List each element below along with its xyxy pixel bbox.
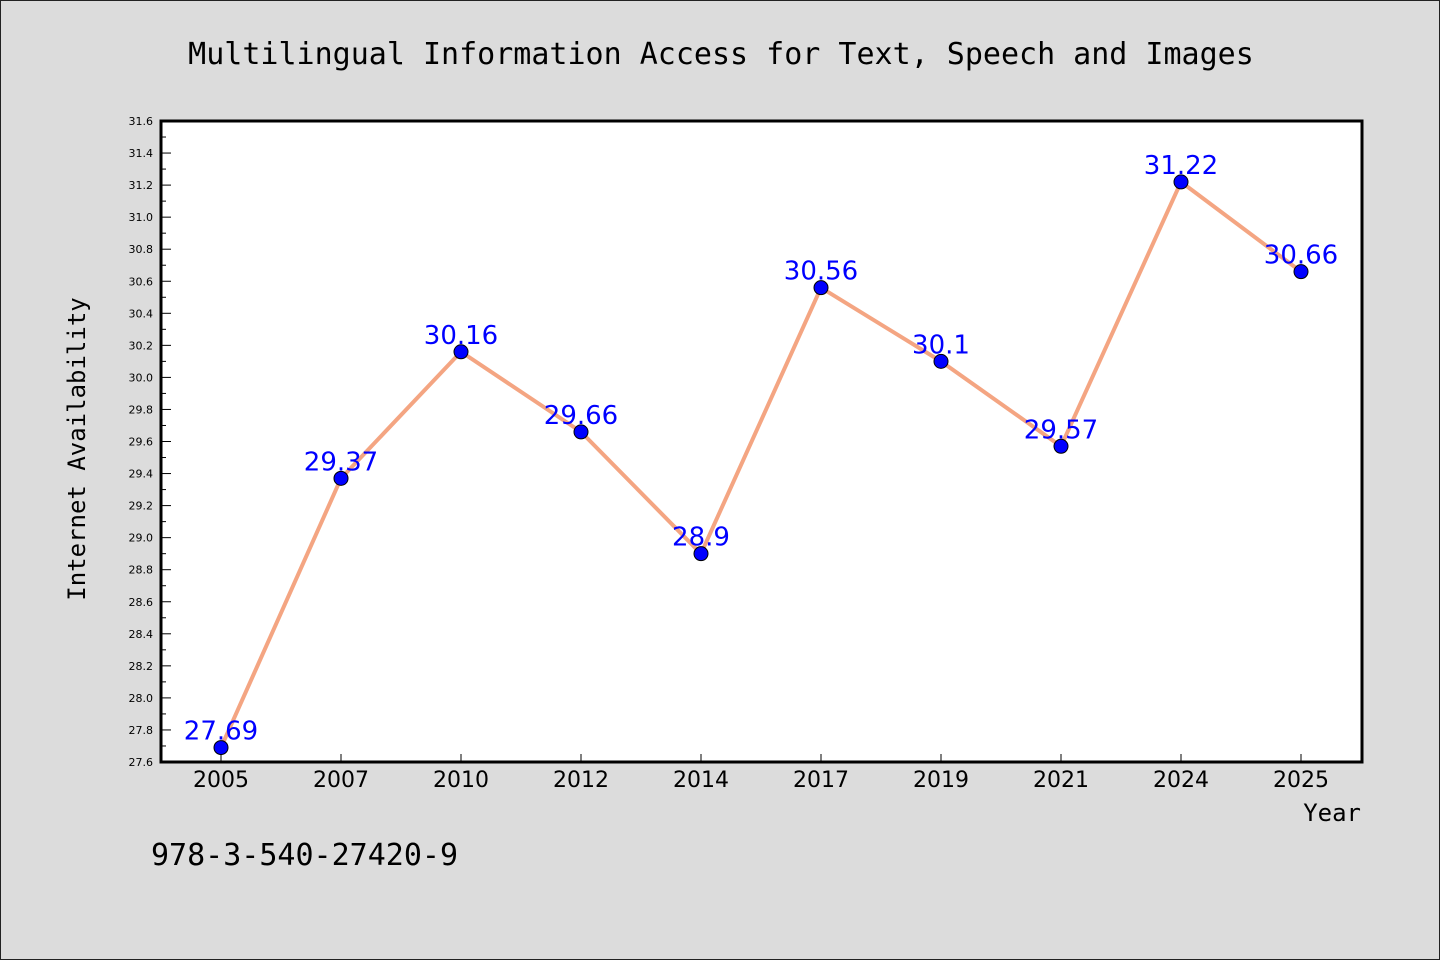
y-tick-label: 27.6 [129, 756, 154, 769]
x-tick-label: 2010 [433, 768, 489, 793]
y-tick-label: 29.4 [129, 468, 154, 481]
y-tick-label: 28.4 [129, 628, 154, 641]
y-tick-label: 29.6 [129, 436, 154, 449]
y-tick-label: 31.2 [129, 179, 154, 192]
data-point-marker [1053, 438, 1069, 454]
data-label: 30.56 [784, 257, 858, 287]
data-label: 29.57 [1024, 415, 1098, 445]
data-point-marker [1173, 174, 1189, 190]
series-line [219, 179, 1303, 750]
data-point-marker [933, 353, 949, 369]
data-point-marker [213, 740, 229, 756]
y-tick-label: 31.6 [129, 115, 154, 128]
y-axis-label: Internet Availability [63, 297, 91, 600]
y-tick-label: 31.4 [129, 147, 154, 160]
data-point-marker [693, 546, 709, 562]
series-line-group [213, 174, 1309, 756]
x-tick-label: 2012 [553, 768, 609, 793]
x-tick-label: 2021 [1033, 768, 1089, 793]
data-label: 29.66 [544, 401, 618, 431]
y-tick-label: 30.6 [129, 275, 154, 288]
y-tick-label: 27.8 [129, 724, 154, 737]
x-tick-label: 2007 [313, 768, 369, 793]
data-label: 30.16 [424, 321, 498, 351]
data-label: 31.22 [1144, 151, 1218, 181]
x-tick-label: 2017 [793, 768, 849, 793]
x-tick-label: 2014 [673, 768, 729, 793]
data-point-marker [1293, 264, 1309, 280]
x-tick-label: 2024 [1153, 768, 1209, 793]
y-axis: 27.6 27.8 28.0 28.2 28.4 28.6 28.8 29.0 29.2 29.4… [129, 115, 171, 769]
y-tick-label: 28.0 [129, 692, 154, 705]
data-point-marker [573, 424, 589, 440]
plot-area [159, 119, 1364, 764]
y-tick-label: 30.2 [129, 339, 154, 352]
y-tick-label: 30.0 [129, 371, 154, 384]
y-tick-label: 31.0 [129, 211, 154, 224]
y-tick-label: 29.2 [129, 500, 154, 513]
x-tick-label: 2025 [1273, 768, 1329, 793]
y-tick-label: 28.6 [129, 596, 154, 609]
data-point-marker [813, 280, 829, 296]
chart-title: Multilingual Information Access for Text… [188, 37, 1254, 72]
data-label-group: 27.69 29.37 30.16 29.66 28.9 30.56 30.1 29.57 31… [184, 151, 1338, 747]
y-tick-label: 30.8 [129, 243, 154, 256]
y-tick-label: 29.0 [129, 532, 154, 545]
y-tick-label: 28.2 [129, 660, 154, 673]
y-tick-label: 30.4 [129, 307, 154, 320]
x-tick-label: 2019 [913, 768, 969, 793]
x-axis-label: Year [1303, 799, 1361, 827]
data-label: 30.1 [912, 330, 970, 360]
data-point-marker [453, 344, 469, 360]
x-axis: 2005 2007 2010 2012 2014 2017 2019 2021 2024 2025 [193, 754, 1329, 793]
y-tick-label: 29.8 [129, 403, 154, 416]
data-point-marker [333, 470, 349, 486]
data-label: 27.69 [184, 717, 258, 747]
x-tick-label: 2005 [193, 768, 249, 793]
data-label: 29.37 [304, 447, 378, 477]
data-label: 30.66 [1264, 241, 1338, 271]
y-tick-label: 28.8 [129, 564, 154, 577]
isbn-footer: 978-3-540-27420-9 [151, 838, 458, 873]
data-label: 28.9 [672, 523, 730, 553]
